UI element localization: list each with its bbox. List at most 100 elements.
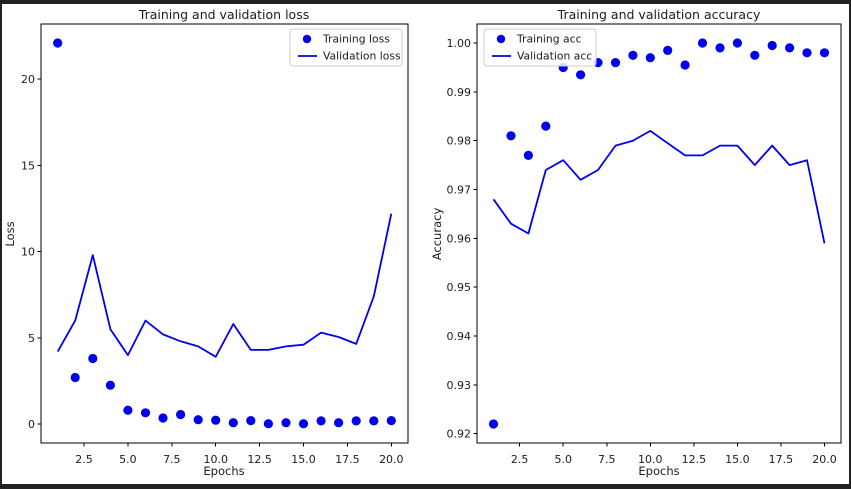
data-point xyxy=(523,150,533,160)
data-point xyxy=(732,38,742,48)
data-point xyxy=(645,53,655,63)
x-tick-label: 15.0 xyxy=(725,453,750,466)
data-point xyxy=(369,416,379,426)
x-tick-label: 5.0 xyxy=(119,453,137,466)
x-axis-ticks: 2.5 5.0 7.5 10.0 12.5 15.0 17.5 20.0 xyxy=(75,443,404,466)
legend: Training acc Validation acc xyxy=(483,28,597,67)
data-point xyxy=(488,419,499,429)
data-point xyxy=(610,58,621,68)
data-point xyxy=(334,418,344,428)
x-tick-label: 20.0 xyxy=(379,453,404,466)
accuracy-x-axis-label: Epochs xyxy=(638,464,679,478)
y-tick-label: 0 xyxy=(28,418,35,431)
legend-label: Validation loss xyxy=(323,50,401,63)
axes-frame xyxy=(476,23,842,444)
legend-label: Training acc xyxy=(516,33,582,46)
loss-x-axis-label: Epochs xyxy=(203,464,244,478)
data-point xyxy=(680,60,690,70)
data-point xyxy=(750,50,760,60)
data-point xyxy=(263,419,273,429)
data-point xyxy=(211,415,221,425)
data-point xyxy=(316,416,326,426)
x-tick-label: 12.5 xyxy=(682,453,707,466)
y-axis-ticks: 0.92 0.93 0.94 0.95 0.96 0.97 0.98 0.99 1.00 xyxy=(447,37,477,441)
loss-chart-title: Training and validation loss xyxy=(138,7,309,22)
data-point xyxy=(281,418,291,428)
y-tick-label: 20 xyxy=(21,73,35,86)
accuracy-y-axis-label: Accuracy xyxy=(430,208,444,261)
validation-loss-line xyxy=(56,213,393,358)
x-tick-label: 17.5 xyxy=(769,453,794,466)
x-tick-label: 15.0 xyxy=(291,453,316,466)
loss-plot: Training and validation loss Epochs Loss… xyxy=(2,4,425,484)
y-tick-label: 0.99 xyxy=(447,86,472,99)
x-tick-label: 20.0 xyxy=(812,453,837,466)
y-tick-label: 10 xyxy=(21,246,35,259)
legend: Training loss Validation loss xyxy=(289,28,403,67)
data-point xyxy=(715,43,725,53)
y-tick-label: 0.97 xyxy=(447,184,472,197)
data-point xyxy=(628,50,638,60)
y-tick-label: 0.92 xyxy=(447,428,472,441)
data-point xyxy=(228,418,238,428)
accuracy-plot-area: 2.5 5.0 7.5 10.0 12.5 15.0 17.5 20.00.920.930.9… xyxy=(447,23,842,466)
data-point xyxy=(767,40,777,51)
data-point xyxy=(105,380,115,390)
accuracy-chart: Training and validation accuracy Epochs … xyxy=(430,7,842,478)
accuracy-chart-title: Training and validation accuracy xyxy=(557,7,761,22)
loss-y-axis-label: Loss xyxy=(3,221,17,246)
training-loss-points xyxy=(53,38,396,429)
x-tick-label: 17.5 xyxy=(335,453,360,466)
x-tick-label: 7.5 xyxy=(598,453,616,466)
y-tick-label: 0.96 xyxy=(447,232,472,245)
data-point xyxy=(298,419,309,429)
x-tick-label: 10.0 xyxy=(638,453,663,466)
y-tick-label: 0.93 xyxy=(447,379,472,392)
validation-acc-line xyxy=(492,130,826,244)
data-point xyxy=(785,43,795,53)
y-tick-label: 0.98 xyxy=(447,135,472,148)
data-point xyxy=(123,405,133,415)
data-point xyxy=(176,409,186,420)
training-acc-points xyxy=(488,38,830,429)
data-point xyxy=(697,38,708,48)
loss-plot-area: 2.5 5.0 7.5 10.0 12.5 15.0 17.5 20.0 0 5 10 15 20 Tra… xyxy=(21,23,409,466)
accuracy-plot: Training and validation accuracy Epochs … xyxy=(425,4,849,484)
data-point xyxy=(541,121,551,131)
legend-marker-dot xyxy=(496,34,506,44)
y-axis-ticks: 0 5 10 15 20 xyxy=(21,73,41,431)
y-tick-label: 0.94 xyxy=(447,330,472,343)
data-point xyxy=(506,131,516,141)
data-point xyxy=(53,38,63,48)
x-tick-label: 2.5 xyxy=(511,453,529,466)
legend-label: Validation acc xyxy=(517,50,592,63)
data-point xyxy=(140,408,151,418)
data-point xyxy=(819,48,830,58)
data-point xyxy=(663,45,673,56)
y-tick-label: 5 xyxy=(28,332,35,345)
x-tick-label: 7.5 xyxy=(163,453,181,466)
legend-label: Training loss xyxy=(322,33,390,46)
x-tick-label: 10.0 xyxy=(203,453,228,466)
data-point xyxy=(70,372,80,383)
y-tick-label: 1.00 xyxy=(447,37,472,50)
data-point xyxy=(351,416,361,426)
data-point xyxy=(802,48,812,58)
x-tick-label: 5.0 xyxy=(554,453,572,466)
y-tick-label: 0.95 xyxy=(447,281,472,294)
x-tick-label: 12.5 xyxy=(247,453,272,466)
data-point xyxy=(246,416,256,426)
y-tick-label: 15 xyxy=(21,159,35,172)
legend-box xyxy=(483,28,597,67)
data-point xyxy=(158,413,168,423)
data-point xyxy=(576,70,586,80)
loss-chart: Training and validation loss Epochs Loss… xyxy=(3,7,409,478)
axes-frame xyxy=(40,23,409,444)
data-point xyxy=(88,353,98,364)
data-point xyxy=(386,416,396,426)
x-tick-label: 2.5 xyxy=(75,453,93,466)
legend-marker-dot xyxy=(302,34,312,44)
x-axis-ticks: 2.5 5.0 7.5 10.0 12.5 15.0 17.5 20.0 xyxy=(511,443,837,466)
legend-box xyxy=(289,28,403,67)
